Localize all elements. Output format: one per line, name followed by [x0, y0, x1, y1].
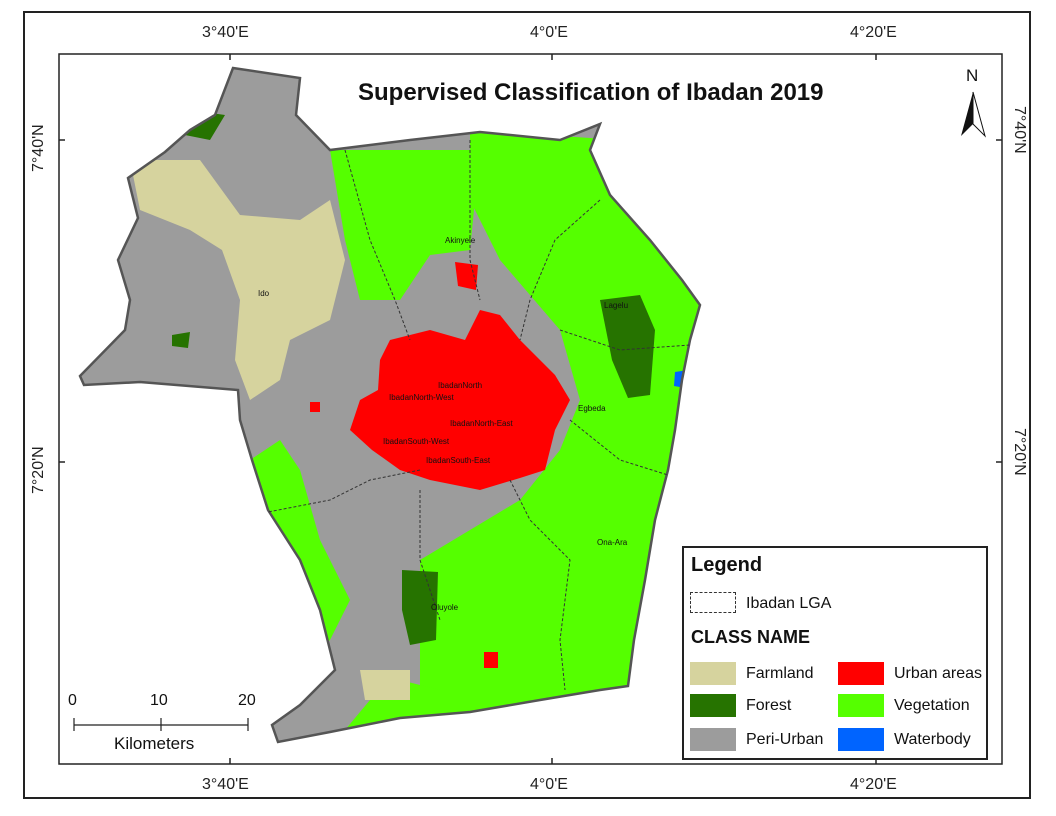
- swatch-vegetation: [838, 694, 884, 717]
- top-label-1: 3°40'E: [202, 24, 249, 41]
- place-label: Ido: [258, 289, 270, 298]
- scale-tick-20: 20: [238, 692, 256, 709]
- right-label-2: 7°20'N: [1011, 428, 1028, 476]
- place-label: IbadanNorth-East: [450, 419, 513, 428]
- class-name-title: CLASS NAME: [691, 627, 811, 647]
- legend-label-urban: Urban areas: [894, 665, 983, 682]
- lga-boundaries: [267, 140, 691, 691]
- place-label: IbadanSouth-East: [426, 456, 491, 465]
- legend: Legend Ibadan LGA CLASS NAME Farmland Ur…: [682, 546, 988, 760]
- north-arrow-icon: [961, 91, 986, 138]
- bottom-label-3: 4°20'E: [850, 776, 897, 793]
- scale-unit: Kilometers: [114, 734, 195, 753]
- bottom-label-1: 3°40'E: [202, 776, 249, 793]
- swatch-urban: [838, 662, 884, 685]
- place-label: Akinyele: [445, 236, 476, 245]
- legend-label-forest: Forest: [746, 697, 792, 714]
- top-label-2: 4°0'E: [530, 24, 568, 41]
- place-label: IbadanNorth-West: [389, 393, 454, 402]
- map-title: Supervised Classification of Ibadan 2019: [358, 79, 824, 106]
- swatch-waterbody: [838, 728, 884, 751]
- lga-label: Ibadan LGA: [746, 595, 832, 612]
- legend-label-peri-urban: Peri-Urban: [746, 731, 824, 748]
- legend-label-waterbody: Waterbody: [894, 731, 971, 748]
- bottom-label-2: 4°0'E: [530, 776, 568, 793]
- left-label-1: 7°40'N: [30, 124, 47, 172]
- swatch-farmland: [690, 662, 736, 685]
- scale-tick-0: 0: [68, 692, 77, 709]
- legend-title: Legend: [691, 554, 763, 576]
- region-boundary: [78, 66, 702, 744]
- place-label: Egbeda: [578, 404, 606, 413]
- place-label: Lagelu: [604, 301, 629, 310]
- swatch-peri-urban: [690, 728, 736, 751]
- scale-bar: [73, 718, 249, 731]
- top-label-3: 4°20'E: [850, 24, 897, 41]
- legend-label-vegetation: Vegetation: [894, 697, 970, 714]
- swatch-forest: [690, 694, 736, 717]
- place-label: IbadanSouth-West: [383, 437, 450, 446]
- place-label: IbadanNorth: [438, 381, 483, 390]
- right-label-1: 7°40'N: [1011, 106, 1028, 154]
- left-label-2: 7°20'N: [30, 446, 47, 494]
- north-label: N: [966, 66, 979, 85]
- place-label: Oluyole: [431, 603, 459, 612]
- legend-label-farmland: Farmland: [746, 665, 814, 682]
- lga-symbol: [690, 592, 736, 613]
- place-label: Ona-Ara: [597, 538, 628, 547]
- scale-tick-10: 10: [150, 692, 168, 709]
